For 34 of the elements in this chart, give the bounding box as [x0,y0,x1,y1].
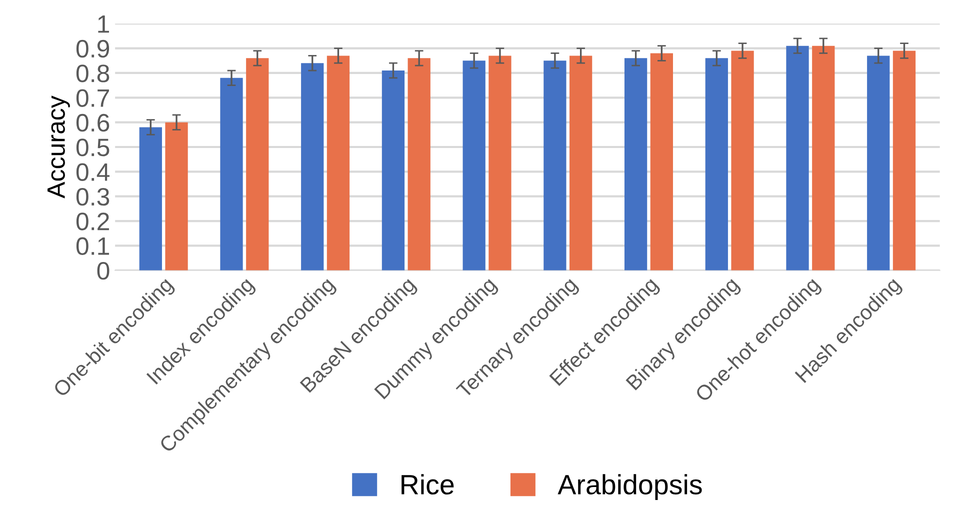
y-tick-label: 0.1 [76,237,109,256]
bar [705,58,728,270]
y-tick-label: 1 [98,15,109,33]
y-tick-label: 0.7 [76,89,109,107]
y-tick-label: 0.6 [76,114,110,132]
bar [867,56,890,270]
bar [488,56,512,270]
bar [731,50,754,270]
bar [326,56,350,270]
bar [139,127,162,270]
legend-label: Rice [402,474,454,495]
y-tick-label: 0.9 [76,40,110,58]
bar [382,70,405,270]
y-tick-label: 0.5 [76,138,110,156]
bar [812,46,835,270]
bar [544,60,566,270]
y-tick-label: 0.4 [76,163,110,181]
bar [624,58,648,270]
y-tick-label: 0.8 [76,64,110,82]
bar [650,53,673,270]
bar [462,60,486,270]
legend-label: Arabidopsis [558,474,702,500]
bar [408,58,430,270]
bar [220,78,243,270]
bar [165,122,188,270]
y-tick-label: 0.3 [76,188,110,206]
bar [892,50,916,270]
bar [301,63,324,270]
bar [246,58,269,270]
y-tick-label: 0 [97,262,110,280]
bar [569,56,592,270]
y-tick-label: 0.2 [76,212,109,230]
y-axis-title: Accuracy [48,96,70,198]
bar [786,46,809,270]
